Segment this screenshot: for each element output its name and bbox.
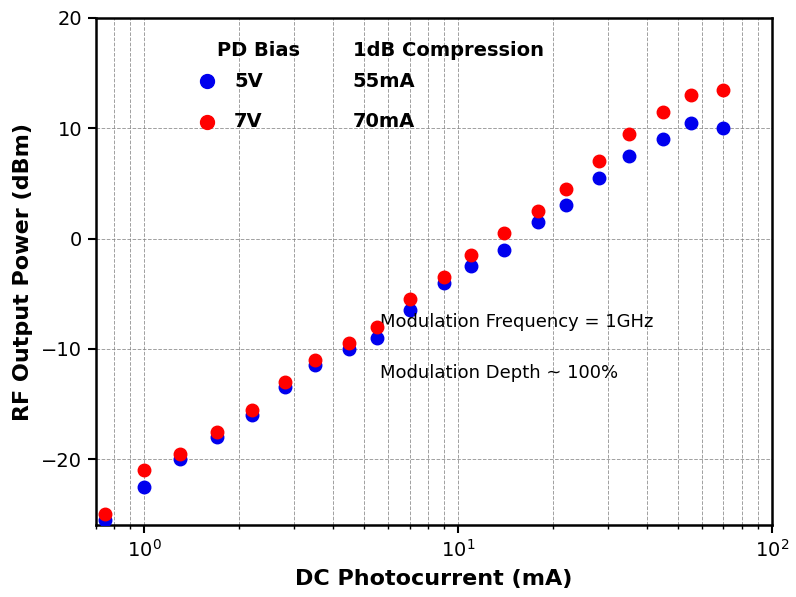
Y-axis label: RF Output Power (dBm): RF Output Power (dBm): [13, 122, 33, 421]
Text: 55mA: 55mA: [353, 72, 416, 91]
Text: Modulation Depth ~ 100%: Modulation Depth ~ 100%: [380, 364, 618, 382]
Text: 5V: 5V: [234, 72, 263, 91]
Text: PD Bias: PD Bias: [217, 41, 300, 60]
X-axis label: DC Photocurrent (mA): DC Photocurrent (mA): [295, 569, 572, 589]
Text: Modulation Frequency = 1GHz: Modulation Frequency = 1GHz: [380, 313, 653, 331]
Text: 7V: 7V: [234, 112, 263, 131]
Text: 1dB Compression: 1dB Compression: [353, 41, 544, 60]
Text: 70mA: 70mA: [353, 112, 415, 131]
